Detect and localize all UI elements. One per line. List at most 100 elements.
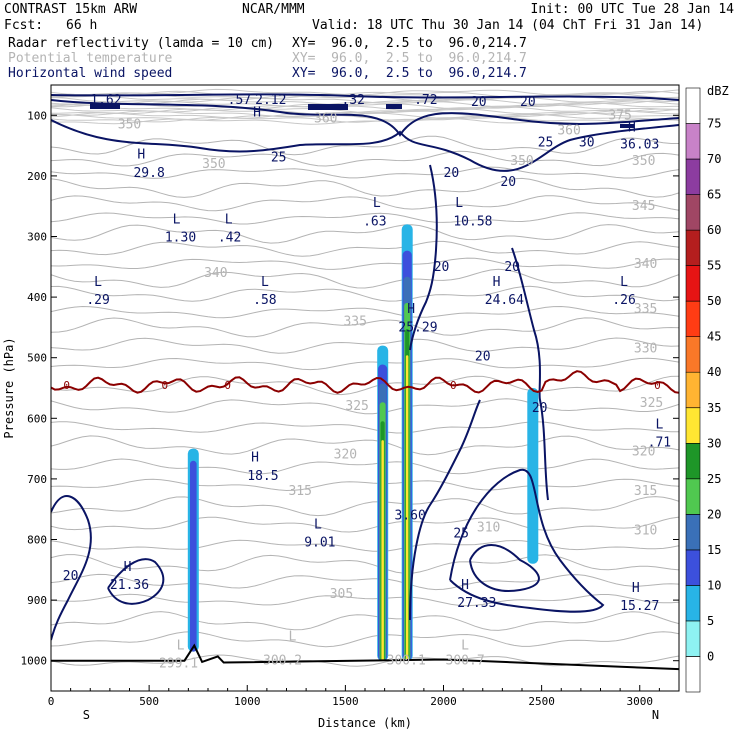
wind-label: .63 [363,214,386,229]
theta-label: 310 [477,520,500,535]
wind-label: 21.36 [110,578,149,593]
y-tick-label: 200 [27,170,47,183]
theta-label: 325 [640,396,663,411]
theta-label: 300.1 [387,654,426,669]
colorbar-swatch [685,478,701,515]
theta-label: 340 [634,257,657,272]
colorbar-swatch [685,585,701,622]
theta-label: 350 [510,154,533,169]
wind-label: .72 [414,93,437,108]
theta-contour [51,554,679,574]
wind-label: L [94,275,102,290]
colorbar-tick-label: 70 [707,152,721,166]
colorbar-swatch [685,514,701,551]
freezing-level-line [51,370,679,394]
wind-label: 20 [475,349,491,364]
field-xy-theta: XY= 96.0, 2.5 to 96.0,214.7 [292,51,527,66]
theta-label: 320 [334,448,357,463]
x-end-label-north: N [652,708,659,722]
theta-label: 350 [118,117,141,132]
theta-label: 315 [288,484,311,499]
theta-contour [51,421,679,434]
colorbar-swatch [685,158,701,195]
x-tick-label: 2500 [528,695,555,708]
y-tick-label: 700 [27,473,47,486]
wind-label: 15.27 [620,599,659,614]
theta-contour [51,177,679,198]
colorbar-tick-label: 50 [707,294,721,308]
colorbar-tick-label: 5 [707,614,714,628]
theta-contour-stratosphere [51,116,679,123]
freezing-level-label: 0 [162,379,169,392]
theta-contour [51,337,679,354]
wind-label: .32 [341,93,364,108]
wind-label: 25.29 [398,320,437,335]
x-tick-label: 2000 [430,695,457,708]
wind-label: 20 [504,260,520,275]
wind-label: 20 [444,166,460,181]
theta-label: 320 [632,445,655,460]
theta-contour-stratosphere [51,114,679,121]
wind-label: H [253,105,261,120]
core-720km-10dbz [190,460,197,652]
core-2450km-5dbz [527,388,539,564]
terrain [51,643,679,671]
wind-label: 25 [538,136,554,151]
freezing-level-label: 0 [654,379,661,392]
wind-contour [511,247,549,501]
field-xy-reflectivity: XY= 96.0, 2.5 to 96.0,214.7 [292,36,527,51]
wind-label: 36.03 [620,137,659,152]
colorbar-swatch [685,371,701,409]
wind-contour [449,468,605,613]
wind-label: .71 [648,436,671,451]
theta-contour [51,195,679,212]
wind-label: 1.30 [165,231,196,246]
field-name-wind: Horizontal wind speed [8,66,173,81]
theta-contour [51,516,679,533]
wind-label: 20 [63,569,79,584]
y-tick-label: 100 [27,109,47,122]
wind-label: L [173,213,181,228]
wind-label: L [225,213,233,228]
wind-speed-contours [51,93,679,641]
theta-contour [51,593,679,607]
theta-contour [51,166,679,179]
theta-contour [51,224,679,244]
y-tick-label: 400 [27,291,47,304]
theta-label: 335 [343,314,366,329]
jet-core-band [386,104,402,109]
colorbar-tick-label: 60 [707,223,721,237]
reflectivity-shading [187,224,539,661]
theta-contour [51,435,679,456]
theta-label: 310 [634,523,657,538]
theta-contour [51,496,679,517]
wind-label: 29.8 [133,166,164,181]
colorbar-tick-label: 40 [707,365,721,379]
colorbar-swatch [685,620,701,657]
theta-label: L [177,639,185,654]
theta-contour-stratosphere [51,104,679,112]
terrain-line [51,643,679,671]
theta-contour-stratosphere [51,112,679,119]
theta-contour [51,375,679,396]
wind-label: 27.33 [457,596,496,611]
theta-label: 300.2 [263,654,302,669]
theta-contour [51,539,679,552]
wind-label: 20 [520,95,536,110]
x-tick-label: 1500 [332,695,359,708]
theta-label: 335 [634,302,657,317]
wind-label: 20 [471,95,487,110]
axes: 0 500 1000 1500 2000 2500 30001002003004005006… [2,109,680,730]
field-name-reflectivity: Radar reflectivity (lamda = 10 cm) [8,36,275,51]
wind-label: L [655,417,663,432]
wind-label: 1.62 [90,93,121,108]
wind-contour [409,399,481,621]
theta-contour [51,240,679,257]
freezing-level-label: 0 [63,379,70,392]
wind-label: H [493,275,501,290]
theta-contour [51,285,679,302]
wind-contour [51,99,679,137]
theta-contour [51,357,679,371]
wind-label: 20 [532,401,548,416]
